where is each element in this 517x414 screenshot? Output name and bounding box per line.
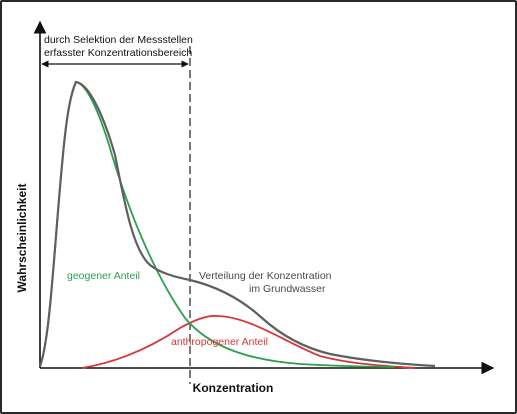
anthropogenic-curve xyxy=(81,314,416,369)
selection-note-line2: erfasster Konzentrationsbereich xyxy=(44,47,192,59)
anthropogenic-label: anthropogener Anteil xyxy=(171,336,268,348)
selection-note-line1: durch Selektion der Messstellen xyxy=(44,34,193,46)
x-axis-label: Konzentration xyxy=(193,381,274,395)
total-distribution-label-line1: Verteilung der Konzentration xyxy=(199,270,332,282)
geogenic-label: geogener Anteil xyxy=(67,270,140,282)
geogenic-curve xyxy=(39,80,396,368)
total-distribution-label-line2: im Grundwasser xyxy=(249,283,326,295)
y-axis-label: Wahrscheinlichkeit xyxy=(15,184,29,293)
total-distribution-curve xyxy=(38,80,436,368)
